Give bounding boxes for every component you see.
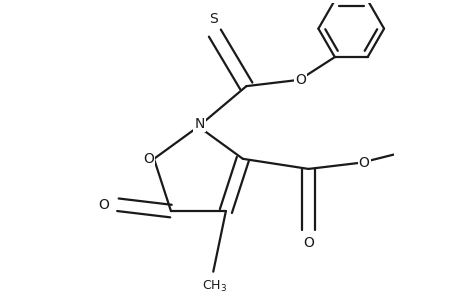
- Text: O: O: [358, 156, 369, 170]
- Text: O: O: [295, 73, 306, 87]
- Text: N: N: [194, 117, 204, 131]
- Text: O: O: [302, 236, 313, 250]
- Text: O: O: [143, 152, 154, 166]
- Text: CH$_3$: CH$_3$: [202, 279, 227, 294]
- Text: S: S: [209, 12, 218, 26]
- Text: O: O: [98, 198, 109, 212]
